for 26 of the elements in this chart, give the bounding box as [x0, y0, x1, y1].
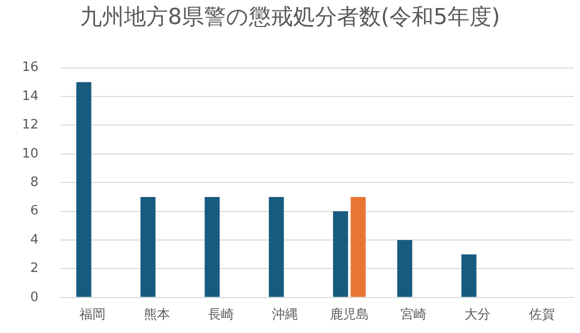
- x-tick-label: 福岡: [80, 308, 106, 323]
- x-tick-label: 宮崎: [400, 306, 427, 323]
- y-tick-label: 14: [22, 88, 39, 104]
- bar: [461, 254, 476, 297]
- x-tick-label: 鹿児島: [330, 308, 369, 323]
- y-tick-label: 8: [30, 174, 39, 190]
- y-tick-label: 12: [22, 118, 39, 133]
- bar: [350, 196, 366, 297]
- x-tick-label: 佐賀: [528, 308, 555, 323]
- bar: [76, 82, 92, 297]
- y-tick-label: 6: [30, 204, 39, 219]
- chart-title: 九州地方8県警の懲戒処分者数(令和5年度): [78, 4, 502, 32]
- bar: [333, 211, 348, 297]
- bar: [204, 196, 220, 297]
- bar: [397, 240, 412, 297]
- y-tick-label: 16: [22, 60, 39, 76]
- y-tick-label: 0: [30, 290, 39, 305]
- bar: [140, 196, 156, 297]
- x-tick-label: 沖縄: [272, 308, 298, 323]
- y-tick-label: 4: [30, 232, 39, 248]
- x-tick-label: 大分: [464, 308, 491, 323]
- y-tick-label: 10: [22, 146, 39, 162]
- x-tick-label: 長崎: [208, 308, 234, 323]
- bar: [268, 196, 284, 297]
- y-tick-label: 2: [30, 261, 39, 276]
- x-tick-label: 熊本: [144, 308, 170, 323]
